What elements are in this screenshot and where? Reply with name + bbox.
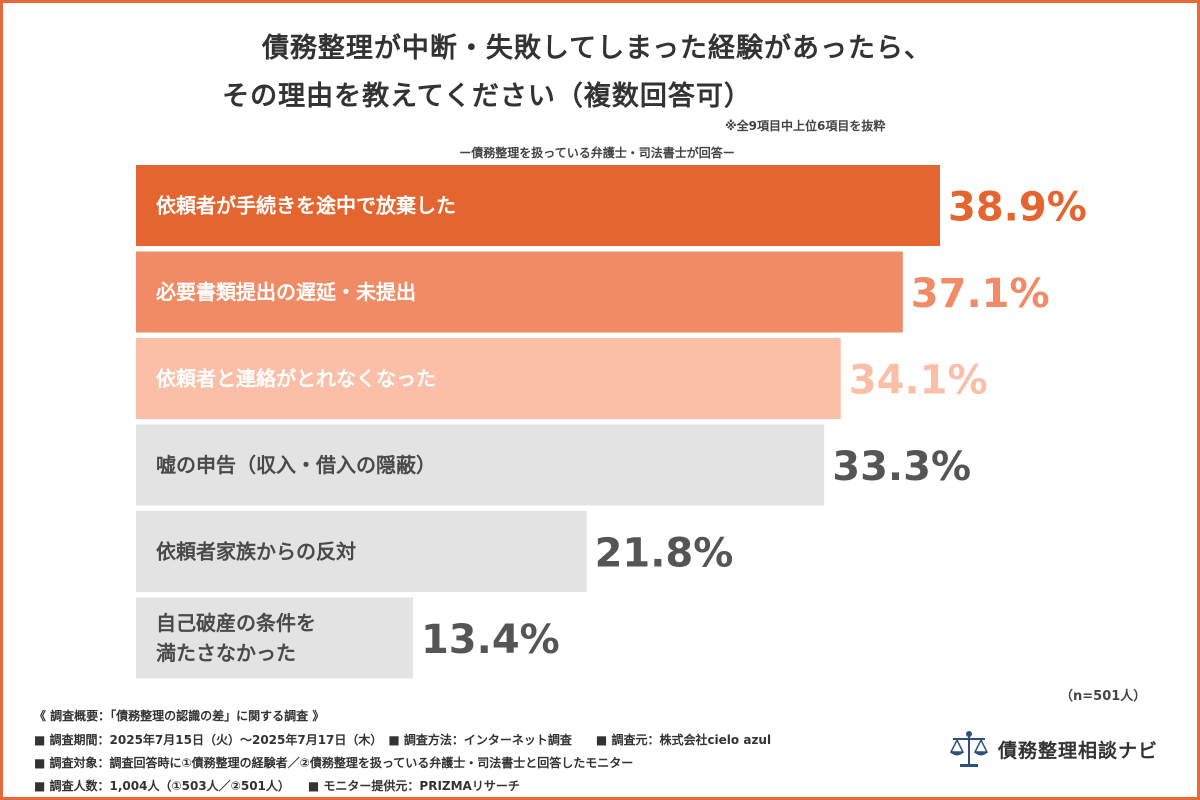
brand-logo: 債務整理相談ナビ (948, 728, 1158, 770)
bar-5 (136, 511, 587, 592)
value-label-6: 13.4% (421, 617, 560, 663)
category-label-3: 依頼者と連絡がとれなくなった (156, 367, 436, 391)
value-label-3: 34.1% (849, 358, 988, 404)
category-label-1: 依頼者が手続きを途中で放棄した (156, 194, 456, 218)
category-label-5: 依頼者家族からの反対 (156, 540, 356, 564)
bar-4 (136, 424, 825, 506)
excerpt-note: ※全9項目中上位6項目を抜粋 (725, 119, 886, 133)
value-label-5: 21.8% (595, 531, 734, 577)
value-label-2: 37.1% (911, 271, 1050, 317)
category-label-2: 必要書類提出の遅延・未提出 (155, 280, 416, 304)
bar-3 (136, 338, 841, 419)
chart-subtitle: ー債務整理を扱っている弁護士・司法書士が回答ー (459, 146, 735, 160)
chart-title-line2: その理由を教えてください（複数回答可） (222, 81, 752, 112)
bar-2 (136, 251, 903, 333)
bar-6 (136, 597, 413, 679)
sample-size: （n=501人） (1060, 689, 1147, 704)
category-label-6-line1: 自己破産の条件を (156, 611, 316, 635)
bar-1 (136, 165, 940, 246)
category-label-6-line2: 満たさなかった (156, 641, 296, 665)
survey-period-method-source: ■ 調査期間：2025年7月15日（火）～2025年7月17日（木） ■ 調査方… (34, 733, 772, 747)
category-label-4: 嘘の申告（収入・借入の隠蔽） (156, 453, 436, 477)
survey-target: ■ 調査対象：調査回答時に①債務整理の経験者／②債務整理を扱っている弁護士・司法… (34, 756, 634, 770)
survey-count-provider: ■ 調査人数：1,004人（①503人／②501人） ■ モニター提供元：PRI… (34, 779, 520, 793)
chart-title-line1: 債務整理が中断・失敗してしまった経験があったら、 (261, 33, 933, 64)
value-label-4: 33.3% (832, 444, 971, 490)
value-label-1: 38.9% (948, 185, 1087, 231)
scales-of-justice-icon (949, 731, 989, 767)
brand-name: 債務整理相談ナビ (998, 739, 1159, 762)
bar-chart: 依頼者が手続きを途中で放棄した 38.9% 必要書類提出の遅延・未提出 37.1% 依頼… (136, 165, 1087, 679)
survey-summary-heading: 《 調査概要：「債務整理の認識の差」に関する調査 》 (34, 709, 325, 723)
